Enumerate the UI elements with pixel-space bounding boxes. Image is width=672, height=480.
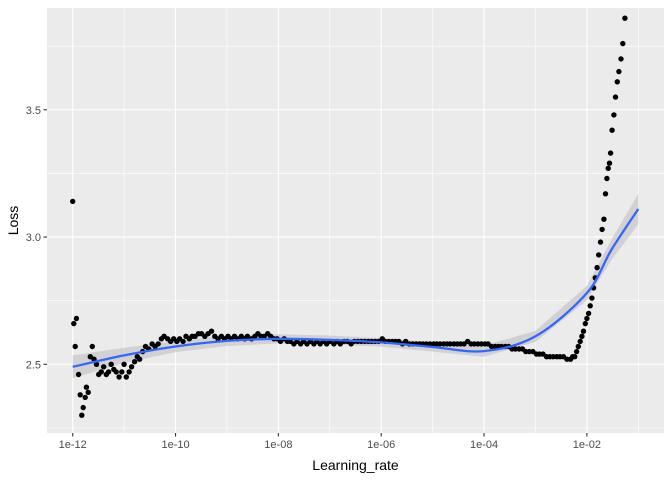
x-tick-label: 1e-06 [367, 439, 395, 451]
smooth-line [72, 208, 640, 368]
data-point [596, 252, 602, 258]
data-point [616, 68, 622, 75]
data-point [550, 354, 556, 360]
x-tick-label: 1e-02 [573, 439, 601, 451]
x-tick-label: 1e-04 [470, 439, 498, 451]
data-point [606, 160, 613, 166]
y-axis-ticks: 2.5 3.0 3.5 [26, 105, 47, 371]
y-axis-title: Loss [5, 206, 21, 236]
data-point [605, 165, 611, 171]
data-point [119, 369, 125, 375]
data-point [582, 320, 588, 327]
data-point [126, 369, 132, 375]
data-point [75, 371, 82, 378]
data-point [577, 338, 583, 345]
data-point [602, 191, 609, 197]
data-point [447, 341, 453, 347]
data-point [594, 264, 600, 271]
data-point [71, 320, 77, 327]
x-axis-ticks: 1e-12 1e-10 1e-08 1e-06 1e-04 1e-02 [59, 433, 601, 451]
data-point [93, 361, 100, 367]
data-point [72, 343, 78, 350]
data-point [612, 94, 619, 100]
data-point [620, 40, 626, 47]
y-tick-label: 2.5 [26, 359, 41, 371]
plot-panel [47, 8, 664, 433]
data-point [113, 369, 119, 375]
data-point [579, 333, 585, 339]
data-point [572, 354, 578, 360]
data-point [478, 341, 485, 347]
data-point [101, 364, 107, 370]
data-point [573, 348, 580, 355]
data-point [131, 359, 138, 365]
data-point [155, 341, 161, 347]
data-point [89, 343, 96, 350]
data-point [587, 303, 593, 309]
data-point [244, 333, 251, 339]
data-point [105, 369, 112, 375]
data-point [614, 79, 620, 85]
data-point [73, 315, 80, 322]
data-point [611, 112, 617, 118]
smooth-trend-line [72, 208, 640, 368]
data-point [70, 198, 76, 205]
data-point [136, 356, 143, 362]
data-point [337, 341, 343, 347]
data-point [82, 394, 88, 401]
data-point [108, 361, 114, 367]
data-point [622, 15, 628, 21]
data-point [77, 392, 83, 398]
data-point [121, 361, 127, 367]
data-point [80, 404, 86, 411]
data-point [116, 374, 122, 380]
x-tick-label: 1e-08 [264, 439, 292, 451]
data-point [599, 226, 605, 233]
y-tick-label: 3.0 [26, 232, 41, 244]
data-point [437, 341, 443, 347]
data-point [83, 384, 90, 390]
data-point [580, 328, 587, 334]
data-point [98, 369, 105, 375]
data-point [601, 216, 607, 222]
data-point [607, 150, 614, 156]
data-point [79, 412, 85, 418]
data-point [585, 310, 592, 317]
data-point [618, 56, 624, 62]
x-axis-title: Learning_rate [312, 457, 399, 473]
data-point [597, 239, 604, 245]
data-point [575, 343, 581, 350]
x-tick-label: 1e-12 [59, 439, 87, 451]
x-tick-label: 1e-10 [161, 439, 189, 451]
data-point [609, 127, 615, 133]
data-point [604, 175, 610, 182]
data-point [180, 338, 186, 345]
data-point [128, 364, 135, 370]
major-gridlines [47, 8, 664, 433]
data-point [85, 389, 91, 395]
data-point [584, 315, 590, 322]
data-point [208, 328, 215, 334]
data-point [427, 341, 433, 347]
data-point [589, 295, 595, 301]
data-point [123, 374, 129, 380]
y-tick-label: 3.5 [26, 105, 41, 117]
